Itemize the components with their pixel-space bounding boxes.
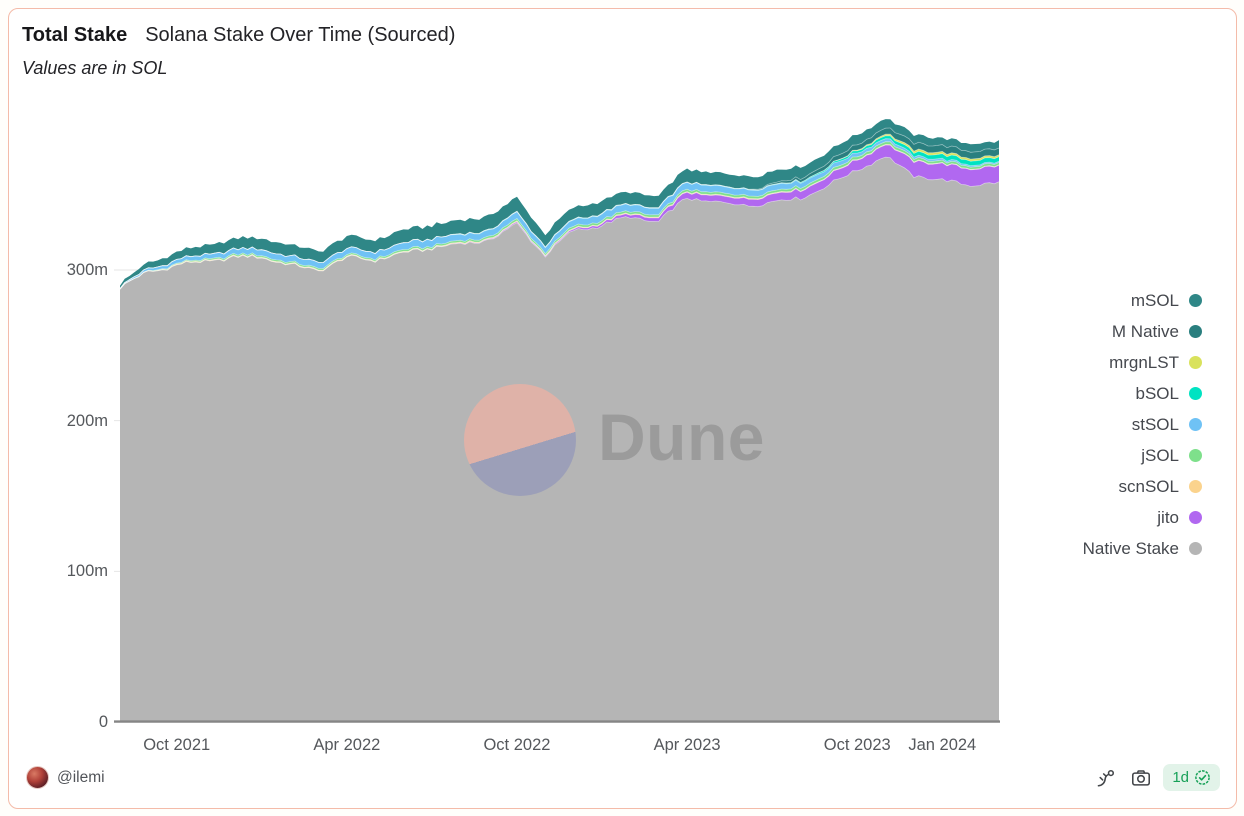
y-tick-label: 300m xyxy=(66,261,108,279)
verified-check-icon xyxy=(1195,770,1210,785)
legend-item-scnsol[interactable]: scnSOL xyxy=(1083,471,1202,502)
legend-color-dot xyxy=(1189,294,1202,307)
band-separator xyxy=(119,138,1000,289)
band-separator xyxy=(119,135,1000,289)
freshness-label: 1d xyxy=(1172,769,1189,786)
x-tick-label: Oct 2021 xyxy=(143,736,211,754)
legend-label: mrgnLST xyxy=(1109,352,1179,372)
legend-item-bsol[interactable]: bSOL xyxy=(1083,378,1202,409)
area-band-msol[interactable] xyxy=(120,119,999,289)
legend-color-dot xyxy=(1189,511,1202,524)
x-tick-label: Jan 2024 xyxy=(908,736,977,754)
avatar[interactable] xyxy=(26,766,49,789)
legend-label: bSOL xyxy=(1135,383,1179,403)
band-separator xyxy=(119,141,1000,290)
legend-item-stsol[interactable]: stSOL xyxy=(1083,409,1202,440)
fork-button[interactable] xyxy=(1093,765,1119,791)
band-separator xyxy=(119,156,1000,290)
legend-color-dot xyxy=(1189,356,1202,369)
x-tick-label: Apr 2023 xyxy=(653,736,721,754)
legend-item-mrgnlst[interactable]: mrgnLST xyxy=(1083,347,1202,378)
area-band-jito[interactable] xyxy=(120,145,999,290)
author-username[interactable]: @ilemi xyxy=(57,768,105,786)
fork-icon xyxy=(1097,769,1115,787)
legend-color-dot xyxy=(1189,449,1202,462)
chart-subtitle: Values are in SOL xyxy=(22,58,168,78)
band-separator xyxy=(119,144,1000,290)
legend-label: stSOL xyxy=(1131,414,1179,434)
area-band-scnsol[interactable] xyxy=(120,144,999,290)
legend-item-m-native[interactable]: M Native xyxy=(1083,316,1202,347)
chart-title: Total Stake xyxy=(22,24,128,46)
legend-color-dot xyxy=(1189,542,1202,555)
area-band-jsol[interactable] xyxy=(120,141,999,290)
legend-color-dot xyxy=(1189,418,1202,431)
dune-logo-circle xyxy=(464,384,576,496)
legend-label: jito xyxy=(1157,507,1179,527)
x-tick-label: Oct 2022 xyxy=(483,736,551,754)
camera-icon xyxy=(1132,769,1151,786)
legend-item-native-stake[interactable]: Native Stake xyxy=(1083,533,1202,564)
chart-title-description: Solana Stake Over Time (Sourced) xyxy=(145,24,456,46)
x-tick-label: Oct 2023 xyxy=(823,736,891,754)
y-tick-label: 200m xyxy=(66,411,108,430)
legend-color-dot xyxy=(1189,387,1202,400)
legend-label: Native Stake xyxy=(1082,538,1179,558)
chart-legend: mSOL M Native mrgnLST bSOL stSOL jSOL scnSOL ji… xyxy=(1083,285,1202,564)
legend-item-jsol[interactable]: jSOL xyxy=(1083,440,1202,471)
legend-label: M Native xyxy=(1111,321,1179,341)
y-tick-label: 0 xyxy=(98,713,108,731)
y-tick-label: 100m xyxy=(66,562,108,581)
band-separator xyxy=(119,133,1000,289)
legend-label: scnSOL xyxy=(1118,476,1179,496)
x-tick-label: Apr 2022 xyxy=(313,736,381,754)
legend-color-dot xyxy=(1189,480,1202,493)
dune-watermark: Dune xyxy=(598,400,765,474)
screenshot-button[interactable] xyxy=(1128,765,1154,791)
data-freshness-badge[interactable]: 1d xyxy=(1163,764,1220,791)
legend-label: jSOL xyxy=(1141,445,1179,465)
legend-item-jito[interactable]: jito xyxy=(1083,502,1202,533)
area-band-m-native[interactable] xyxy=(120,128,999,289)
chart-header: Total Stake Solana Stake Over Time (Sourc… xyxy=(22,24,455,47)
band-separator xyxy=(119,127,1000,289)
area-band-stsol[interactable] xyxy=(120,138,999,290)
legend-label: mSOL xyxy=(1130,290,1179,310)
legend-color-dot xyxy=(1189,325,1202,338)
band-separator xyxy=(119,143,1000,290)
legend-item-msol[interactable]: mSOL xyxy=(1083,285,1202,316)
area-band-mrgnlst[interactable] xyxy=(120,134,999,289)
area-band-bsol[interactable] xyxy=(120,135,999,289)
